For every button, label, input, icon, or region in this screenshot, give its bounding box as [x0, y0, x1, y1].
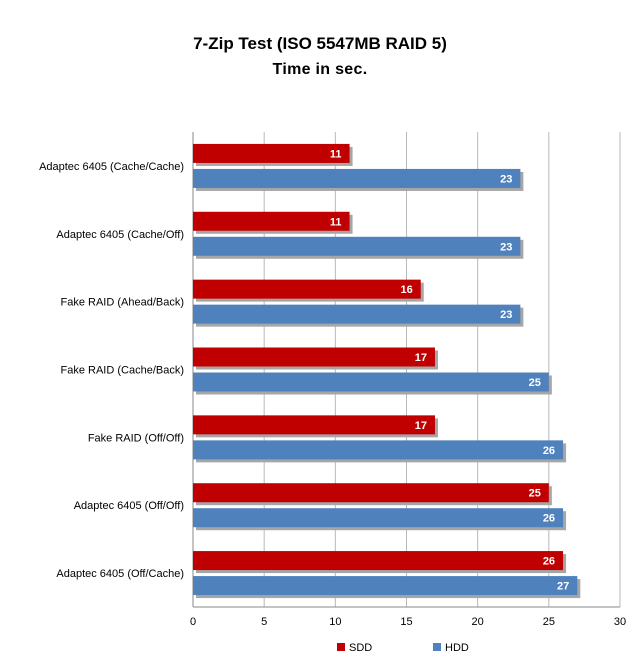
bar-sdd: [193, 483, 549, 503]
x-tick-label: 10: [329, 616, 341, 628]
bar-sdd: [193, 211, 350, 231]
category-label: Fake RAID (Ahead/Back): [61, 297, 185, 309]
x-tick-label: 15: [400, 616, 412, 628]
bar-sdd: [193, 415, 435, 435]
data-label: 17: [415, 352, 427, 364]
legend-item-hdd: HDD: [433, 642, 469, 654]
bar-hdd: [193, 304, 521, 324]
data-label: 16: [400, 284, 412, 296]
data-label: 26: [543, 513, 555, 525]
chart-title: 7-Zip Test (ISO 5547MB RAID 5): [193, 34, 447, 53]
data-label: 27: [557, 581, 569, 593]
category-label: Adaptec 6405 (Off/Cache): [56, 568, 184, 580]
legend-label-sdd: SDD: [349, 642, 373, 654]
bar-sdd: [193, 551, 564, 571]
bar-sdd: [193, 347, 435, 367]
category-label: Adaptec 6405 (Cache/Cache): [39, 161, 184, 173]
data-label: 11: [330, 148, 342, 160]
bar-sdd: [193, 143, 350, 163]
x-tick-label: 5: [261, 616, 267, 628]
data-label: 26: [543, 556, 555, 568]
bar-chart: 0 5 10 15 20 25 30 Adaptec 6405 (Cache/Cache) 11…: [39, 132, 626, 628]
category-label: Adaptec 6405 (Off/Off): [74, 500, 184, 512]
legend-label-hdd: HDD: [445, 642, 469, 654]
data-label: 23: [500, 241, 512, 253]
legend-swatch-hdd: [433, 643, 441, 651]
data-label: 23: [500, 173, 512, 185]
x-tick-label: 30: [614, 616, 626, 628]
bar-hdd: [193, 168, 521, 188]
data-label: 26: [543, 445, 555, 457]
legend-item-sdd: SDD: [337, 642, 372, 654]
category-label: Fake RAID (Cache/Back): [61, 365, 184, 377]
category-label: Fake RAID (Off/Off): [88, 432, 184, 444]
x-tick-label: 25: [543, 616, 555, 628]
bar-sdd: [193, 279, 421, 299]
data-label: 11: [330, 216, 342, 228]
bar-hdd: [193, 576, 578, 596]
legend-swatch-sdd: [337, 643, 345, 651]
data-label: 25: [529, 488, 541, 500]
bar-hdd: [193, 372, 549, 392]
x-tick-label: 0: [190, 616, 196, 628]
bar-hdd: [193, 236, 521, 256]
data-label: 23: [500, 309, 512, 321]
category-label: Adaptec 6405 (Cache/Off): [56, 229, 184, 241]
data-label: 17: [415, 420, 427, 432]
chart-subtitle: Time in sec.: [272, 61, 368, 78]
data-label: 25: [529, 377, 541, 389]
bar-hdd: [193, 440, 564, 460]
bar-hdd: [193, 508, 564, 528]
x-tick-label: 20: [472, 616, 484, 628]
